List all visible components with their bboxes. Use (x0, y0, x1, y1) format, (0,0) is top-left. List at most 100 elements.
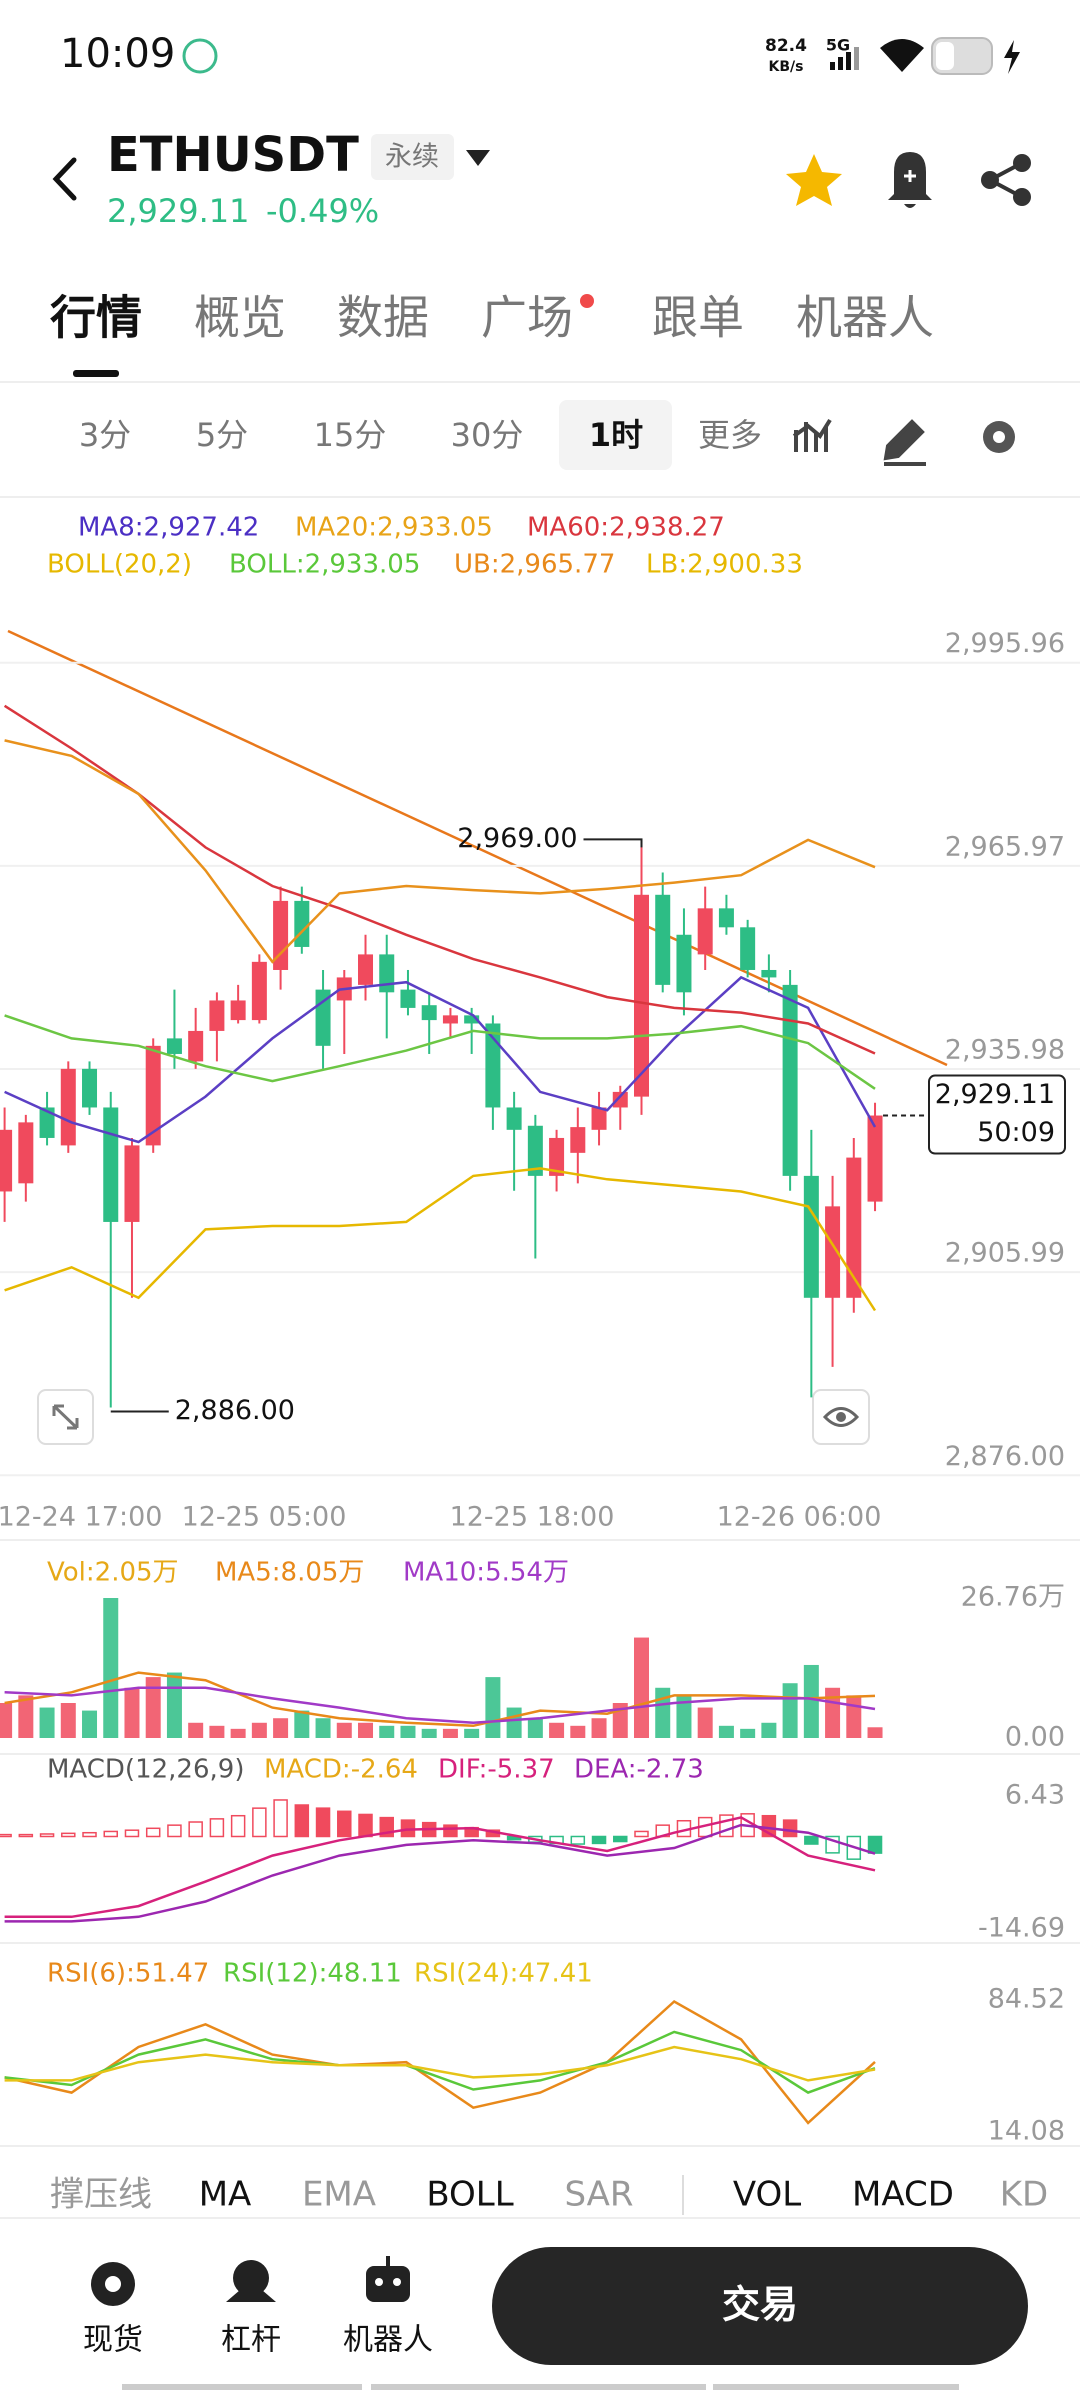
eye-pupil (836, 1412, 846, 1422)
volume-bar (166, 1672, 182, 1738)
interval[interactable]: 5分 (196, 416, 248, 454)
indicator-line (4, 1686, 876, 1725)
price: 2,929.11 (107, 192, 250, 230)
back-button[interactable] (52, 157, 77, 201)
x-tick-label: 12-25 18:00 (450, 1502, 615, 1533)
volume-bar (846, 1695, 862, 1738)
macd-bar (443, 1824, 458, 1838)
nav-robot[interactable]: 机器人 (343, 2323, 433, 2358)
indicator-tab[interactable]: MA (199, 2175, 252, 2215)
price-change: -0.49% (266, 192, 379, 230)
volume-bar (485, 1677, 501, 1738)
volume-bar (188, 1722, 204, 1738)
candle-body (18, 1122, 34, 1184)
candle-body (740, 927, 756, 970)
candle-body (209, 1000, 225, 1031)
volume-bar (740, 1728, 756, 1738)
interval[interactable]: 更多 (698, 416, 762, 454)
indicator-line (3, 704, 876, 1055)
y-tick-label: 0.00 (1005, 1722, 1065, 1753)
volume-bar (867, 1727, 883, 1738)
legend-item: RSI(6):51.47 (47, 1959, 209, 1989)
macd-bar (634, 1830, 649, 1838)
interval[interactable]: 30分 (451, 416, 524, 454)
candle-body (124, 1145, 140, 1222)
symbol[interactable]: ETHUSDT (107, 127, 359, 183)
indicator-tab[interactable]: EMA (302, 2175, 376, 2215)
candle-body (570, 1127, 586, 1153)
candle-body (634, 894, 649, 1097)
last-price-label: 2,929.11 (935, 1079, 1055, 1110)
candle-body (676, 934, 692, 993)
legend-item: MA5:8.05万 (215, 1558, 364, 1588)
volume-bar (634, 1637, 649, 1738)
candle-body (0, 1129, 13, 1192)
legend-item: MA10:5.54万 (403, 1558, 569, 1588)
candle-body (379, 954, 395, 993)
robot-icon[interactable] (366, 2256, 410, 2302)
tab-underline (73, 370, 119, 377)
macd-bar (570, 1835, 586, 1845)
y-tick-label: 2,905.99 (945, 1238, 1065, 1269)
indicator-tab[interactable]: MACD (852, 2175, 954, 2215)
candle-body (825, 1206, 841, 1298)
x-tick-label: 12-24 17:00 (0, 1502, 162, 1533)
expand-icon (52, 1404, 79, 1430)
candle-body (761, 969, 777, 978)
volume-bar (676, 1695, 692, 1738)
tab[interactable]: 行情 (50, 291, 142, 345)
favorite-star[interactable] (786, 154, 842, 206)
macd-bar (273, 1799, 288, 1838)
low-label: 2,886.00 (175, 1395, 295, 1426)
candle-body (103, 1107, 119, 1222)
macd-bar (315, 1807, 331, 1838)
candle-body (230, 1000, 246, 1021)
tab[interactable]: 数据 (337, 291, 429, 345)
indicator-line (4, 1816, 876, 1919)
volume-bar (379, 1725, 395, 1738)
legend-item: RSI(12):48.11 (223, 1959, 402, 1989)
interval[interactable]: 15分 (314, 416, 387, 454)
tab[interactable]: 机器人 (796, 291, 934, 345)
volume-bar (825, 1687, 841, 1738)
wifi-icon (880, 39, 924, 72)
candle-body (506, 1107, 522, 1130)
interval[interactable]: 3分 (79, 416, 131, 454)
tab[interactable]: 广场 (481, 291, 573, 345)
draw-tool[interactable] (883, 419, 926, 466)
indicator-line (4, 739, 876, 964)
volume-bar (570, 1725, 586, 1738)
y-tick-label: 6.43 (1005, 1780, 1065, 1811)
share-icon[interactable] (981, 154, 1031, 206)
volume-bar (39, 1707, 55, 1738)
badge: 永续 (385, 142, 439, 173)
spot-icon[interactable] (91, 2262, 135, 2306)
y-tick-label: 14.08 (988, 2116, 1065, 2147)
candle-body (718, 908, 734, 928)
macd-bar (867, 1835, 883, 1854)
indicator-tab[interactable]: VOL (733, 2175, 801, 2215)
nav-margin[interactable]: 杠杆 (221, 2323, 281, 2358)
interval[interactable]: 1时 (589, 416, 643, 454)
dropdown-arrow[interactable] (466, 150, 490, 166)
legend-item: DIF:-5.37 (438, 1755, 555, 1785)
legend-item: RSI(24):47.41 (414, 1959, 593, 1989)
indicator-tab[interactable]: SAR (564, 2175, 633, 2215)
settings-icon[interactable] (983, 421, 1015, 453)
tab-dot (580, 294, 594, 308)
nav-spot[interactable]: 现货 (83, 2323, 143, 2358)
indicator-tab[interactable]: 撑压线 (50, 2175, 152, 2215)
indicator-tab[interactable]: KD (1000, 2175, 1048, 2215)
legend-item: MACD(12,26,9) (47, 1755, 244, 1785)
tab[interactable]: 概览 (194, 291, 286, 345)
volume-bar (145, 1677, 161, 1738)
legend-item: LB:2,900.33 (646, 550, 803, 580)
margin-icon[interactable] (226, 2260, 276, 2302)
indicator-tab[interactable]: BOLL (426, 2175, 513, 2215)
trade-button[interactable] (492, 2247, 1028, 2365)
tab[interactable]: 跟单 (652, 291, 744, 345)
candle-body (421, 1005, 437, 1021)
chart-tools[interactable] (792, 418, 832, 452)
macd-bar (82, 1831, 97, 1838)
